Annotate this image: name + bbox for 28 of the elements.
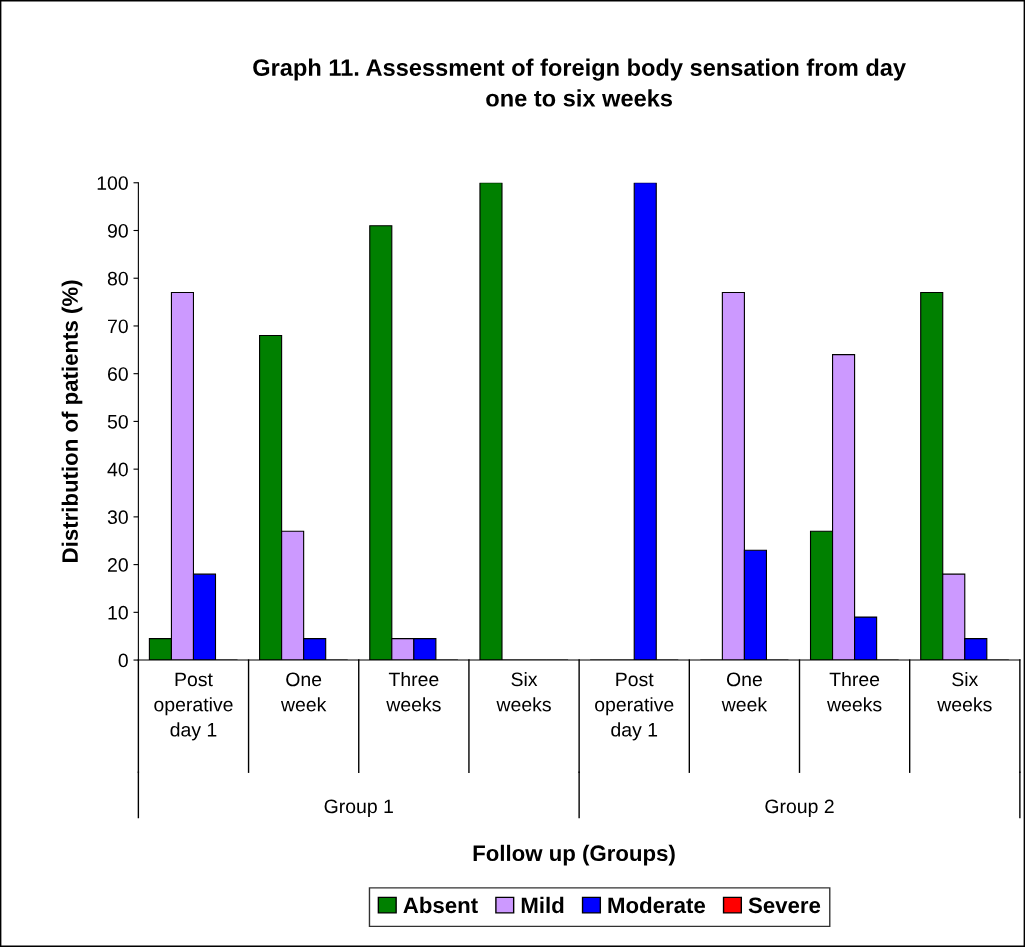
y-tick-label: 70 <box>108 319 128 334</box>
y-tick-label: 60 <box>108 367 128 381</box>
x-axis-title: Follow up (Groups) <box>473 844 675 866</box>
x-tick-label: Three weeks <box>386 671 441 712</box>
chart-title: Graph 11. Assessment of foreign body sensation from day one to six weeks <box>253 58 906 107</box>
text: Group 2 <box>765 799 834 818</box>
y-tick-label: 0 <box>118 653 128 668</box>
y-tick-label: 10 <box>108 605 128 620</box>
text: Group 1 <box>324 799 393 818</box>
y-tick-label: 50 <box>107 414 128 429</box>
x-tick-label: Post operative day 1 <box>154 672 233 741</box>
legend-label: Severe <box>748 897 821 914</box>
y-axis-title: Distribution of patients (%) <box>61 280 83 562</box>
x-tick-label: Three weeks <box>827 671 882 712</box>
legend-label: Moderate <box>608 896 706 914</box>
x-tick-label: Six weeks <box>937 671 992 712</box>
legend-label: Absent <box>403 896 478 914</box>
y-tick-label: 100 <box>97 176 128 191</box>
x-tick-label: One week <box>280 672 327 712</box>
x-tick-label: One week <box>721 672 768 712</box>
x-tick-label: Six weeks <box>496 671 551 712</box>
y-tick-label: 20 <box>108 558 128 572</box>
y-tick-label: 30 <box>107 510 128 525</box>
legend-label: Mild <box>521 896 564 914</box>
y-tick-label: 40 <box>107 462 128 477</box>
x-tick-label: Post operative day 1 <box>595 672 674 741</box>
y-tick-label: 80 <box>107 271 128 286</box>
y-tick-label: 90 <box>107 223 128 238</box>
